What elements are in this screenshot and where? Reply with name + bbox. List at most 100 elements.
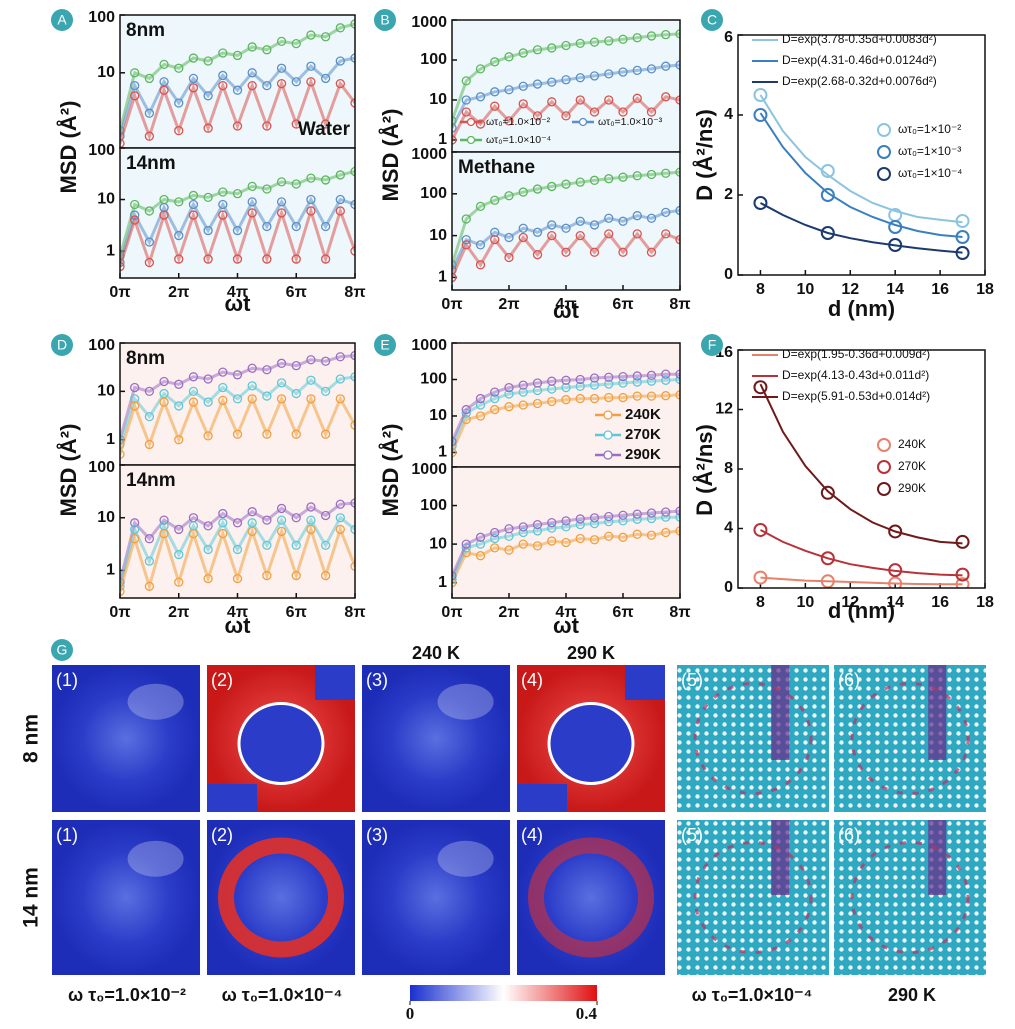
x-tick-label: 12	[841, 281, 859, 298]
point	[575, 393, 585, 404]
y-axis-label: D (Å²/ns)	[691, 109, 717, 201]
point	[203, 254, 213, 264]
point	[518, 232, 528, 243]
point	[276, 358, 287, 368]
snapshot-feature	[771, 820, 790, 895]
legend-label: ωτ₀=1×10⁻²	[898, 122, 961, 136]
snapshot-feature	[850, 841, 970, 954]
point	[561, 111, 571, 121]
point	[547, 376, 557, 386]
point	[618, 216, 628, 226]
point	[120, 449, 125, 459]
point	[232, 189, 243, 199]
legend-label: 270K	[625, 426, 661, 443]
point	[518, 380, 528, 390]
point	[661, 207, 671, 218]
point	[632, 65, 642, 76]
point	[646, 513, 657, 524]
point	[130, 534, 140, 544]
point	[188, 397, 199, 407]
point	[144, 131, 155, 141]
y-tick-label: 1	[438, 269, 447, 286]
y-axis-label: D (Å²/ns)	[691, 424, 717, 516]
point	[130, 401, 140, 411]
point	[490, 101, 500, 111]
point	[350, 561, 355, 571]
point	[575, 38, 585, 49]
series-line	[452, 32, 680, 122]
point	[561, 395, 571, 405]
point	[504, 382, 514, 393]
point	[547, 220, 557, 230]
point	[675, 60, 680, 70]
point	[490, 387, 500, 397]
legend-label: 290K	[625, 446, 661, 463]
point	[335, 206, 345, 216]
point	[291, 77, 301, 87]
legend-marker	[877, 167, 891, 181]
panel-badge	[701, 334, 723, 356]
series-line	[120, 77, 355, 144]
y-tick-label: 100	[88, 337, 115, 354]
point	[461, 214, 471, 224]
point	[247, 381, 257, 391]
point	[452, 578, 457, 588]
point	[532, 45, 543, 55]
point	[532, 227, 543, 237]
point	[306, 502, 316, 512]
point	[276, 177, 287, 187]
point	[218, 518, 228, 528]
series-line	[120, 501, 355, 583]
x-tick-label: 2π	[498, 604, 519, 621]
point	[675, 29, 680, 39]
point	[262, 184, 272, 194]
tile-label: (1)	[56, 825, 78, 845]
snapshot-feature	[693, 841, 813, 954]
point	[188, 199, 199, 210]
point	[452, 436, 457, 447]
point	[247, 526, 257, 537]
point	[262, 570, 272, 581]
series-line	[120, 170, 355, 257]
point	[675, 235, 680, 245]
point	[475, 539, 486, 549]
snapshot-feature	[127, 683, 184, 720]
point	[247, 507, 257, 517]
point	[306, 77, 316, 87]
x-tick-label: 4π	[555, 296, 576, 313]
point	[618, 172, 628, 182]
point	[276, 208, 287, 218]
point	[604, 372, 614, 382]
x-tick-label: 14	[886, 594, 904, 611]
point	[262, 45, 272, 55]
panel-badge	[374, 334, 396, 356]
annotation: 8nm	[126, 348, 165, 369]
point	[306, 524, 316, 535]
tile-label: (3)	[366, 670, 388, 690]
snapshot-feature	[437, 683, 494, 720]
series-line	[120, 515, 355, 587]
fit-line	[759, 94, 963, 224]
point	[174, 63, 184, 73]
x-tick-label: 8	[756, 594, 765, 611]
colorbar-label: 0.4	[576, 1004, 598, 1023]
point	[218, 48, 228, 58]
y-tick-label: 8	[724, 460, 733, 477]
point	[335, 394, 345, 404]
point	[306, 394, 316, 404]
point	[247, 80, 257, 91]
point	[618, 34, 628, 44]
point	[561, 40, 571, 51]
series-line	[120, 196, 355, 263]
point	[232, 544, 243, 555]
point	[320, 356, 331, 366]
series-group	[120, 350, 355, 459]
series-line	[452, 170, 680, 266]
x-tick-label: 8π	[344, 284, 365, 301]
series-line	[120, 394, 355, 455]
plot-frame	[451, 151, 681, 291]
point	[232, 394, 243, 404]
point	[306, 173, 316, 183]
point	[632, 391, 642, 401]
y-tick-label: 4	[724, 106, 733, 123]
